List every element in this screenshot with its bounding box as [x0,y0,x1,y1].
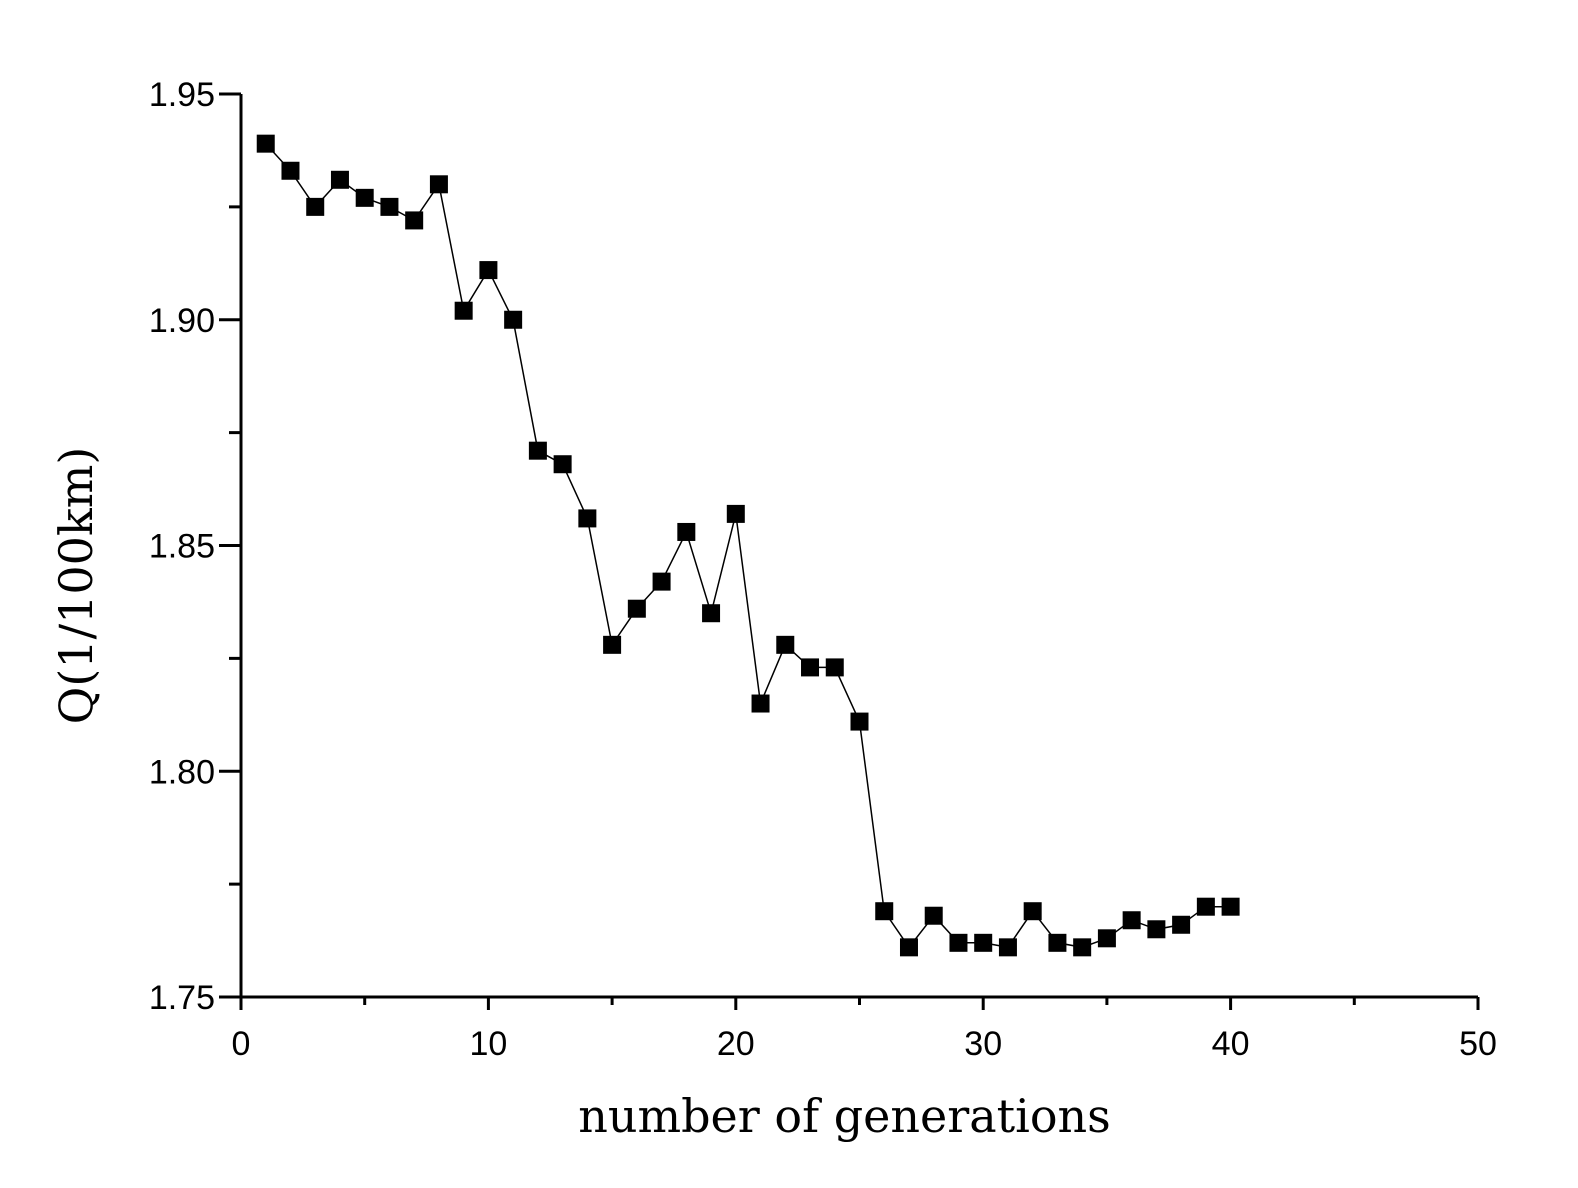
data-point [825,658,844,677]
x-tick-label: 20 [717,1025,755,1063]
x-tick-label: 0 [232,1025,251,1063]
y-tick-label: 1.80 [149,753,215,791]
axes [239,94,1478,999]
series-line [265,143,1231,949]
x-tick-label: 10 [469,1025,507,1063]
data-point [1097,929,1116,948]
data-point [281,161,300,180]
data-point [553,455,572,474]
data-point [726,504,745,523]
data-point [1196,897,1215,916]
data-point [850,712,869,731]
y-tick-label: 1.85 [149,528,215,566]
y-tick-label: 1.75 [149,979,215,1017]
x-axis-title: number of generations [578,1089,1111,1143]
data-point [776,635,795,654]
x-tick-label: 30 [964,1025,1002,1063]
data-point [899,938,918,957]
data-point [974,933,993,952]
tick-labels: 0 10 20 30 40 50 1.75 1.80 1.85 1.90 1.95 [149,76,1497,1063]
data-point [405,211,424,230]
data-point [751,694,770,713]
x-tick-label: 40 [1212,1025,1250,1063]
data-point [479,261,498,280]
data-point [454,301,473,320]
data-point [306,197,325,216]
data-point [702,604,721,623]
y-tick-label: 1.90 [149,302,215,340]
data-point [677,522,696,541]
data-point [875,902,894,921]
y-axis-title: Q(1/100km) [49,447,103,725]
data-point [1122,911,1141,930]
data-point [380,197,399,216]
data-point [627,599,646,618]
data-point [603,635,622,654]
data-point [504,310,523,329]
data-point [949,933,968,952]
data-markers [256,134,1240,957]
data-point [429,175,448,194]
data-point [330,170,349,189]
y-tick-label: 1.95 [149,76,215,114]
data-point [528,441,547,460]
data-point [924,906,943,925]
data-point [578,509,597,528]
data-point [1221,897,1240,916]
x-tick-label: 50 [1459,1025,1497,1063]
data-point [256,134,275,153]
data-point [1147,920,1166,939]
data-point [1048,933,1067,952]
data-point [1023,902,1042,921]
ticks [219,92,1480,1010]
data-point [652,572,671,591]
data-point [355,188,374,207]
data-point [998,938,1017,957]
data-point [1172,915,1191,934]
data-point [1073,938,1092,957]
data-point [801,658,820,677]
